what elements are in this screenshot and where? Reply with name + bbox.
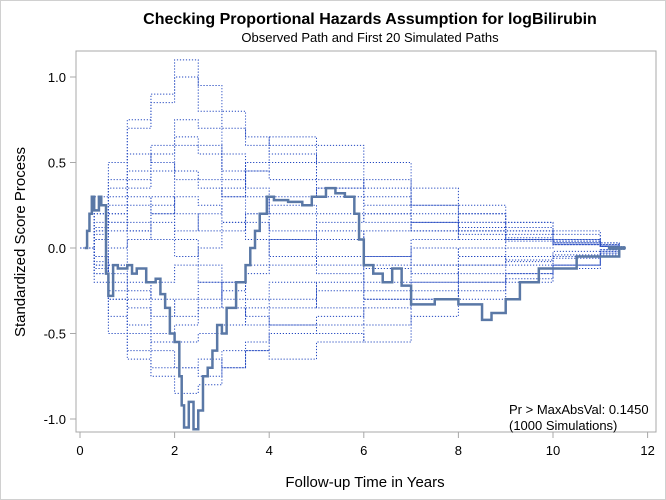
simulated-path-19 — [80, 221, 620, 309]
x-tick-label: 2 — [171, 443, 178, 458]
simulated-paths — [80, 59, 620, 394]
simulated-path-16 — [80, 213, 620, 343]
observed-path — [84, 186, 621, 431]
x-axis-label: Follow-up Time in Years — [285, 474, 444, 491]
y-axis-label: Standardized Score Process — [12, 147, 29, 337]
x-tick-label: 6 — [360, 443, 367, 458]
x-tick-label: 0 — [76, 443, 83, 458]
simulated-path-20 — [80, 136, 620, 249]
x-axis: 0 2 4 6 8 10 12 — [76, 432, 655, 458]
simulated-path-15 — [80, 136, 620, 266]
end-markers — [607, 246, 626, 250]
y-tick-label: 0.5 — [48, 156, 66, 171]
y-tick-label: 0.0 — [48, 241, 66, 256]
annotation-simulations: (1000 Simulations) — [509, 418, 617, 433]
observed-path-group — [84, 186, 621, 431]
simulated-path-12 — [80, 247, 620, 369]
simulated-path-3 — [80, 76, 620, 249]
simulated-path-17 — [80, 238, 620, 326]
simulated-path-13 — [80, 179, 620, 258]
end-marker — [621, 246, 626, 250]
y-tick-label: -0.5 — [44, 327, 66, 342]
x-tick-label: 8 — [455, 443, 462, 458]
y-tick-label: -1.0 — [44, 412, 66, 427]
simulated-path-7 — [80, 153, 620, 249]
y-axis: -1.0 -0.5 0.0 0.5 1.0 — [44, 70, 76, 427]
x-tick-label: 4 — [266, 443, 273, 458]
y-tick-label: 1.0 — [48, 70, 66, 85]
x-tick-label: 10 — [546, 443, 560, 458]
x-tick-label: 12 — [640, 443, 654, 458]
plot-frame — [75, 50, 657, 433]
simulated-path-10 — [80, 247, 620, 317]
annotation-pvalue: Pr > MaxAbsVal: 0.1450 — [509, 402, 649, 417]
chart-subtitle: Observed Path and First 20 Simulated Pat… — [241, 30, 499, 45]
chart-title: Checking Proportional Hazards Assumption… — [143, 11, 597, 28]
simulated-path-4 — [80, 247, 620, 377]
